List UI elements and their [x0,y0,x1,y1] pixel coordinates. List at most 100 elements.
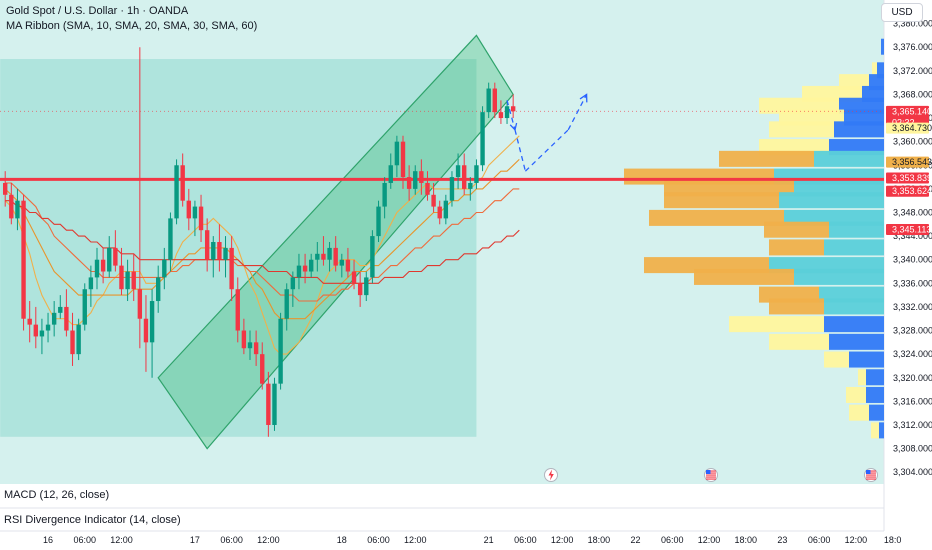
candle-body [186,200,191,219]
candle [125,259,130,302]
candle [370,230,375,284]
candle [198,194,204,242]
y-tick-label: 3,308.000 [893,444,932,454]
candle [186,188,191,231]
candle [15,188,20,231]
volume-profile-bar [881,38,884,55]
candle-body [321,253,326,260]
rsi-pane-label[interactable]: RSI Divergence Indicator (14, close) [4,514,181,526]
projection-arrowhead [509,122,518,132]
candle-body [192,206,198,219]
x-tick-label: 06:00 [808,535,831,545]
price-badge: 3,364.730 [886,122,932,134]
volume-profile-bar [649,209,784,226]
macd-pane-label[interactable]: MACD (12, 26, close) [4,489,110,501]
candle-body [462,165,467,189]
candle-body [382,182,387,207]
candle [217,224,222,272]
flag-stripe [866,476,876,478]
candle [504,100,510,124]
candle [382,177,387,219]
volume-profile-bar [869,404,884,421]
ma-ribbon-legend[interactable]: MA Ribbon (SMA, 10, SMA, 20, SMA, 30, SM… [6,20,258,32]
volume-profile-bar [814,150,884,167]
volume-profile-bar [849,351,884,368]
candle-body [443,200,449,219]
candle-body [431,194,436,207]
candle-body [131,271,136,290]
candle-body [327,247,332,260]
candle-body [260,354,265,384]
candle-body [394,141,400,166]
volume-profile-bar [664,192,779,209]
candle [211,236,216,278]
candle-body [223,247,228,260]
candle [168,212,173,272]
candle [204,218,210,272]
candle-body [9,194,14,219]
volume-profile-bar [769,239,824,256]
y-tick-label: 3,340.000 [893,255,932,265]
x-tick-label: 21 [484,535,494,545]
flag-stripe [866,474,876,476]
candle [492,82,497,119]
candle [431,182,436,213]
y-tick-label: 3,368.000 [893,89,932,99]
candle-body [345,259,351,272]
lightning-event-icon[interactable] [544,468,558,482]
y-axis: 3,380.000 3,376.000 3,372.000 3,368.000 3,36… [893,19,932,478]
candle [39,318,45,355]
candle-body [284,289,289,319]
us-flag-event-icon[interactable] [864,468,878,482]
candle [223,236,228,278]
y-tick-label: 3,372.000 [893,66,932,76]
y-tick-label: 3,380.000 [893,19,932,29]
candle-body [290,277,296,290]
volume-profile-bar [846,386,866,403]
candle-body [339,259,344,266]
candle-body [51,312,57,325]
candle-body [58,306,63,313]
currency-button[interactable]: USD [881,3,923,22]
candle [413,165,418,195]
volume-profile-bar [824,298,884,315]
x-tick-label: 12:00 [404,535,427,545]
candle [88,265,94,307]
candle-body [64,306,69,331]
candle [455,153,461,189]
candle [137,47,143,349]
candle-body [388,165,393,183]
candle-body [241,330,247,349]
candle-body [400,141,406,178]
candle-body [204,230,210,260]
candle-body [174,165,179,219]
candle [113,230,118,272]
volume-profile-bar [829,333,884,350]
volume-profile-bar [719,150,814,167]
candle [449,171,455,207]
candle-body [45,324,51,331]
candle-body [406,177,412,189]
candle-body [278,318,283,384]
volume-profile-bar [769,333,829,350]
candle [70,312,75,366]
candle [357,271,363,307]
candle-body [455,165,461,178]
symbol-title[interactable]: Gold Spot / U.S. Dollar · 1h · OANDA [6,5,189,17]
projection-path [506,93,588,172]
volume-profile-bar [769,121,834,138]
candle-body [272,383,277,425]
x-tick-label: 12:00 [551,535,574,545]
price-badge-bg [886,156,929,168]
price-badge-value: 3,364.730 [892,123,932,133]
candles [3,47,516,437]
y-tick-label: 3,312.000 [893,420,932,430]
candle-body [492,88,497,113]
candle [76,318,81,361]
candle-body [94,259,100,278]
us-flag-event-icon[interactable] [704,468,718,482]
candle-body [149,301,155,343]
ma-line [5,200,520,284]
